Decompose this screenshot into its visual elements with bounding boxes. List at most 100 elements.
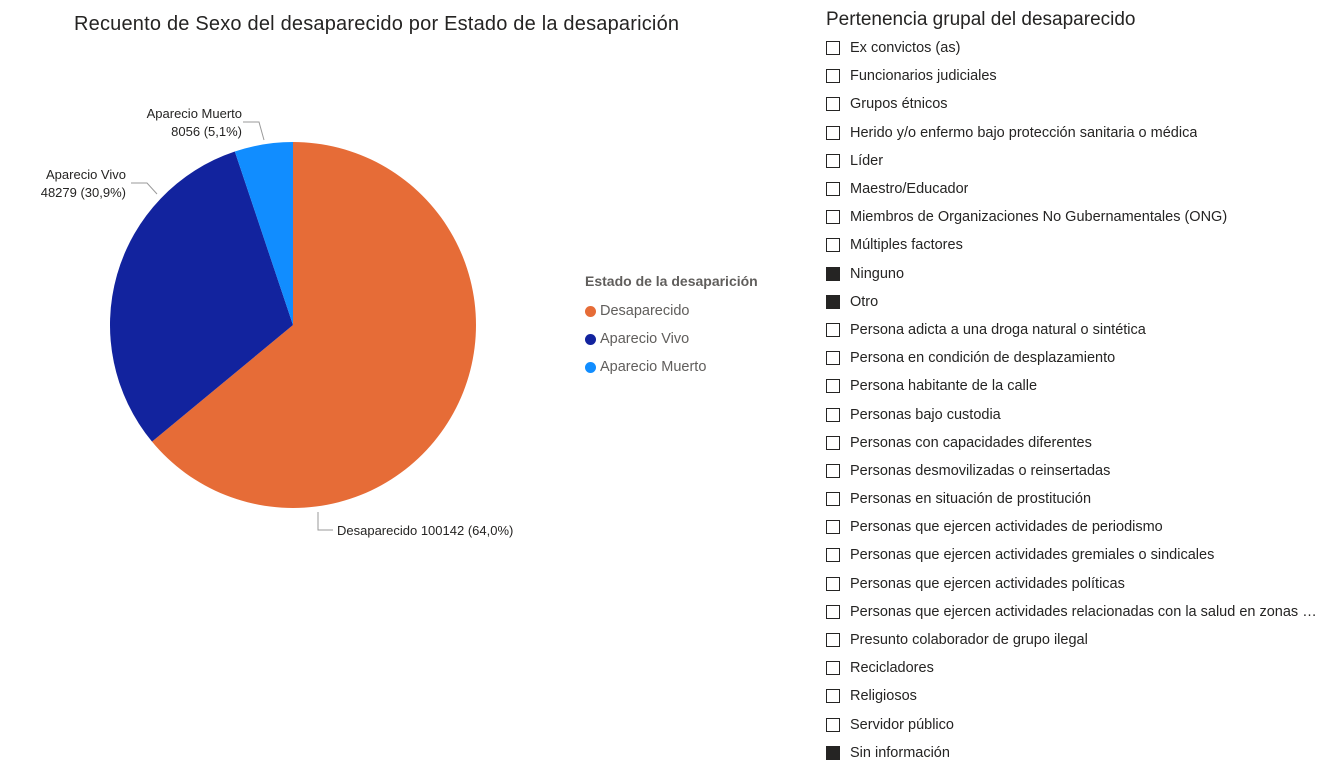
checkbox-unchecked-icon[interactable]: [826, 463, 840, 478]
slicer-item[interactable]: Persona habitante de la calle: [826, 372, 1319, 400]
pie-slice-aparecio-vivo[interactable]: [109, 151, 293, 442]
slicer-item[interactable]: Presunto colaborador de grupo ilegal: [826, 626, 1319, 654]
slicer-item[interactable]: Recicladores: [826, 654, 1319, 682]
checkbox-unchecked-icon[interactable]: [826, 238, 840, 253]
pie-slice-aparecio-muerto[interactable]: [234, 142, 293, 325]
data-label-1-1: 48279 (30,9%): [41, 185, 126, 200]
slicer-item[interactable]: Miembros de Organizaciones No Gubernamen…: [826, 203, 1319, 231]
slicer-item[interactable]: Persona adicta a una droga natural o sin…: [826, 316, 1319, 344]
slicer-item-label: Miembros de Organizaciones No Gubernamen…: [850, 209, 1228, 226]
slicer-item-label: Herido y/o enfermo bajo protección sanit…: [850, 124, 1198, 141]
group-membership-slicer: Pertenencia grupal del desaparecido Ex c…: [826, 0, 1319, 769]
slicer-item-label: Personas que ejercen actividades polític…: [850, 575, 1125, 592]
checkbox-unchecked-icon[interactable]: [826, 153, 840, 168]
checkbox-unchecked-icon[interactable]: [826, 435, 840, 450]
slicer-item-label: Personas en situación de prostitución: [850, 491, 1092, 508]
slicer-item[interactable]: Persona en condición de desplazamiento: [826, 344, 1319, 372]
checkbox-unchecked-icon[interactable]: [826, 520, 840, 535]
legend-item-label: Aparecio Muerto: [600, 359, 707, 375]
legend-marker-icon: [585, 305, 596, 317]
slicer-item[interactable]: Personas con capacidades diferentes: [826, 429, 1319, 457]
pie-chart-visual: Recuento de Sexo del desaparecido por Es…: [41, 13, 758, 538]
slicer-item[interactable]: Personas que ejercen actividades de peri…: [826, 513, 1319, 541]
checkbox-checked-icon[interactable]: [826, 266, 840, 281]
leader-line-2: [243, 121, 265, 141]
slicer-item[interactable]: Personas que ejercen actividades relacio…: [826, 598, 1319, 626]
slicer-item-label: Personas que ejercen actividades de peri…: [850, 519, 1163, 536]
checkbox-unchecked-icon[interactable]: [826, 492, 840, 507]
slicer-item[interactable]: Personas desmovilizadas o reinsertadas: [826, 457, 1319, 485]
legend-item-desaparecido[interactable]: Desaparecido: [585, 297, 758, 325]
checkbox-unchecked-icon[interactable]: [826, 182, 840, 197]
slicer-item[interactable]: Personas en situación de prostitución: [826, 485, 1319, 513]
checkbox-unchecked-icon[interactable]: [826, 69, 840, 84]
checkbox-unchecked-icon[interactable]: [826, 407, 840, 422]
leader-line-0: [317, 512, 333, 531]
checkbox-unchecked-icon[interactable]: [826, 548, 840, 563]
pie-slice-desaparecido[interactable]: [152, 142, 476, 509]
checkbox-unchecked-icon[interactable]: [826, 125, 840, 140]
legend-marker-icon: [585, 333, 596, 345]
slicer-item-label: Ninguno: [850, 265, 905, 282]
pie-chart: Desaparecido 100142 (64,0%) Aparecio Vivo…: [41, 106, 514, 538]
checkbox-checked-icon[interactable]: [826, 294, 840, 309]
slicer-item[interactable]: Personas que ejercen actividades polític…: [826, 570, 1319, 598]
checkbox-unchecked-icon[interactable]: [826, 210, 840, 225]
slicer-item-label: Presunto colaborador de grupo ilegal: [850, 632, 1088, 649]
slicer-item-label: Persona adicta a una droga natural o sin…: [850, 321, 1146, 338]
checkbox-unchecked-icon[interactable]: [826, 633, 840, 648]
slicer-item-label: Personas desmovilizadas o reinsertadas: [850, 462, 1111, 479]
checkbox-unchecked-icon[interactable]: [826, 379, 840, 394]
data-label-0-0: Desaparecido 100142 (64,0%): [337, 523, 513, 538]
slicer-item-label: Líder: [850, 152, 884, 169]
slicer-item-label: Personas que ejercen actividades gremial…: [850, 547, 1215, 564]
slicer-item[interactable]: Líder: [826, 147, 1319, 175]
slicer-item[interactable]: Personas bajo custodia: [826, 400, 1319, 428]
slicer-item[interactable]: Funcionarios judiciales: [826, 62, 1319, 90]
slicer-item[interactable]: Sin información: [826, 739, 1319, 767]
slicer-item[interactable]: Personas que ejercen actividades gremial…: [826, 541, 1319, 569]
slicer-item[interactable]: Herido y/o enfermo bajo protección sanit…: [826, 119, 1319, 147]
slicer-item-label: Personas que ejercen actividades relacio…: [850, 603, 1319, 620]
slicer-item[interactable]: Otro: [826, 288, 1319, 316]
slicer-item-label: Persona en condición de desplazamiento: [850, 350, 1116, 367]
slicer-item-label: Sin información: [850, 744, 950, 761]
checkbox-unchecked-icon[interactable]: [826, 322, 840, 337]
slicer-item-label: Personas bajo custodia: [850, 406, 1001, 423]
checkbox-unchecked-icon[interactable]: [826, 97, 840, 112]
legend-item-label: Desaparecido: [600, 303, 690, 319]
slicer-list: Ex convictos (as) Funcionarios judiciales…: [826, 34, 1319, 767]
legend-marker-icon: [585, 361, 596, 373]
slicer-title: Pertenencia grupal del desaparecido: [826, 9, 1136, 30]
slicer-item[interactable]: Ninguno: [826, 260, 1319, 288]
slicer-item[interactable]: Servidor público: [826, 711, 1319, 739]
checkbox-unchecked-icon[interactable]: [826, 689, 840, 704]
slicer-item[interactable]: Religiosos: [826, 682, 1319, 710]
slicer-item-label: Otro: [850, 293, 879, 310]
legend-title: Estado de la desaparición: [585, 273, 758, 289]
slicer-item-label: Personas con capacidades diferentes: [850, 434, 1092, 451]
checkbox-unchecked-icon[interactable]: [826, 661, 840, 676]
slicer-item[interactable]: Maestro/Educador: [826, 175, 1319, 203]
checkbox-checked-icon[interactable]: [826, 745, 840, 760]
slicer-item-label: Servidor público: [850, 716, 954, 733]
legend-item-aparecio-muerto[interactable]: Aparecio Muerto: [585, 353, 758, 381]
slicer-item-label: Persona habitante de la calle: [850, 378, 1038, 395]
chart-title: Recuento de Sexo del desaparecido por Es…: [74, 13, 680, 35]
checkbox-unchecked-icon[interactable]: [826, 41, 840, 56]
checkbox-unchecked-icon[interactable]: [826, 576, 840, 591]
slicer-item[interactable]: Múltiples factores: [826, 231, 1319, 259]
slicer-item-label: Recicladores: [850, 660, 934, 677]
slicer-item-label: Maestro/Educador: [850, 181, 969, 198]
data-label-2-0: Aparecio Muerto: [147, 106, 242, 121]
checkbox-unchecked-icon[interactable]: [826, 604, 840, 619]
slicer-item-label: Religiosos: [850, 688, 917, 705]
legend-item-aparecio-vivo[interactable]: Aparecio Vivo: [585, 325, 758, 353]
checkbox-unchecked-icon[interactable]: [826, 351, 840, 366]
slicer-item-label: Ex convictos (as): [850, 40, 961, 57]
slicer-item[interactable]: Ex convictos (as): [826, 34, 1319, 62]
checkbox-unchecked-icon[interactable]: [826, 717, 840, 732]
slicer-item-label: Funcionarios judiciales: [850, 68, 997, 85]
slicer-item[interactable]: Grupos étnicos: [826, 90, 1319, 118]
leader-line-1: [131, 182, 158, 195]
